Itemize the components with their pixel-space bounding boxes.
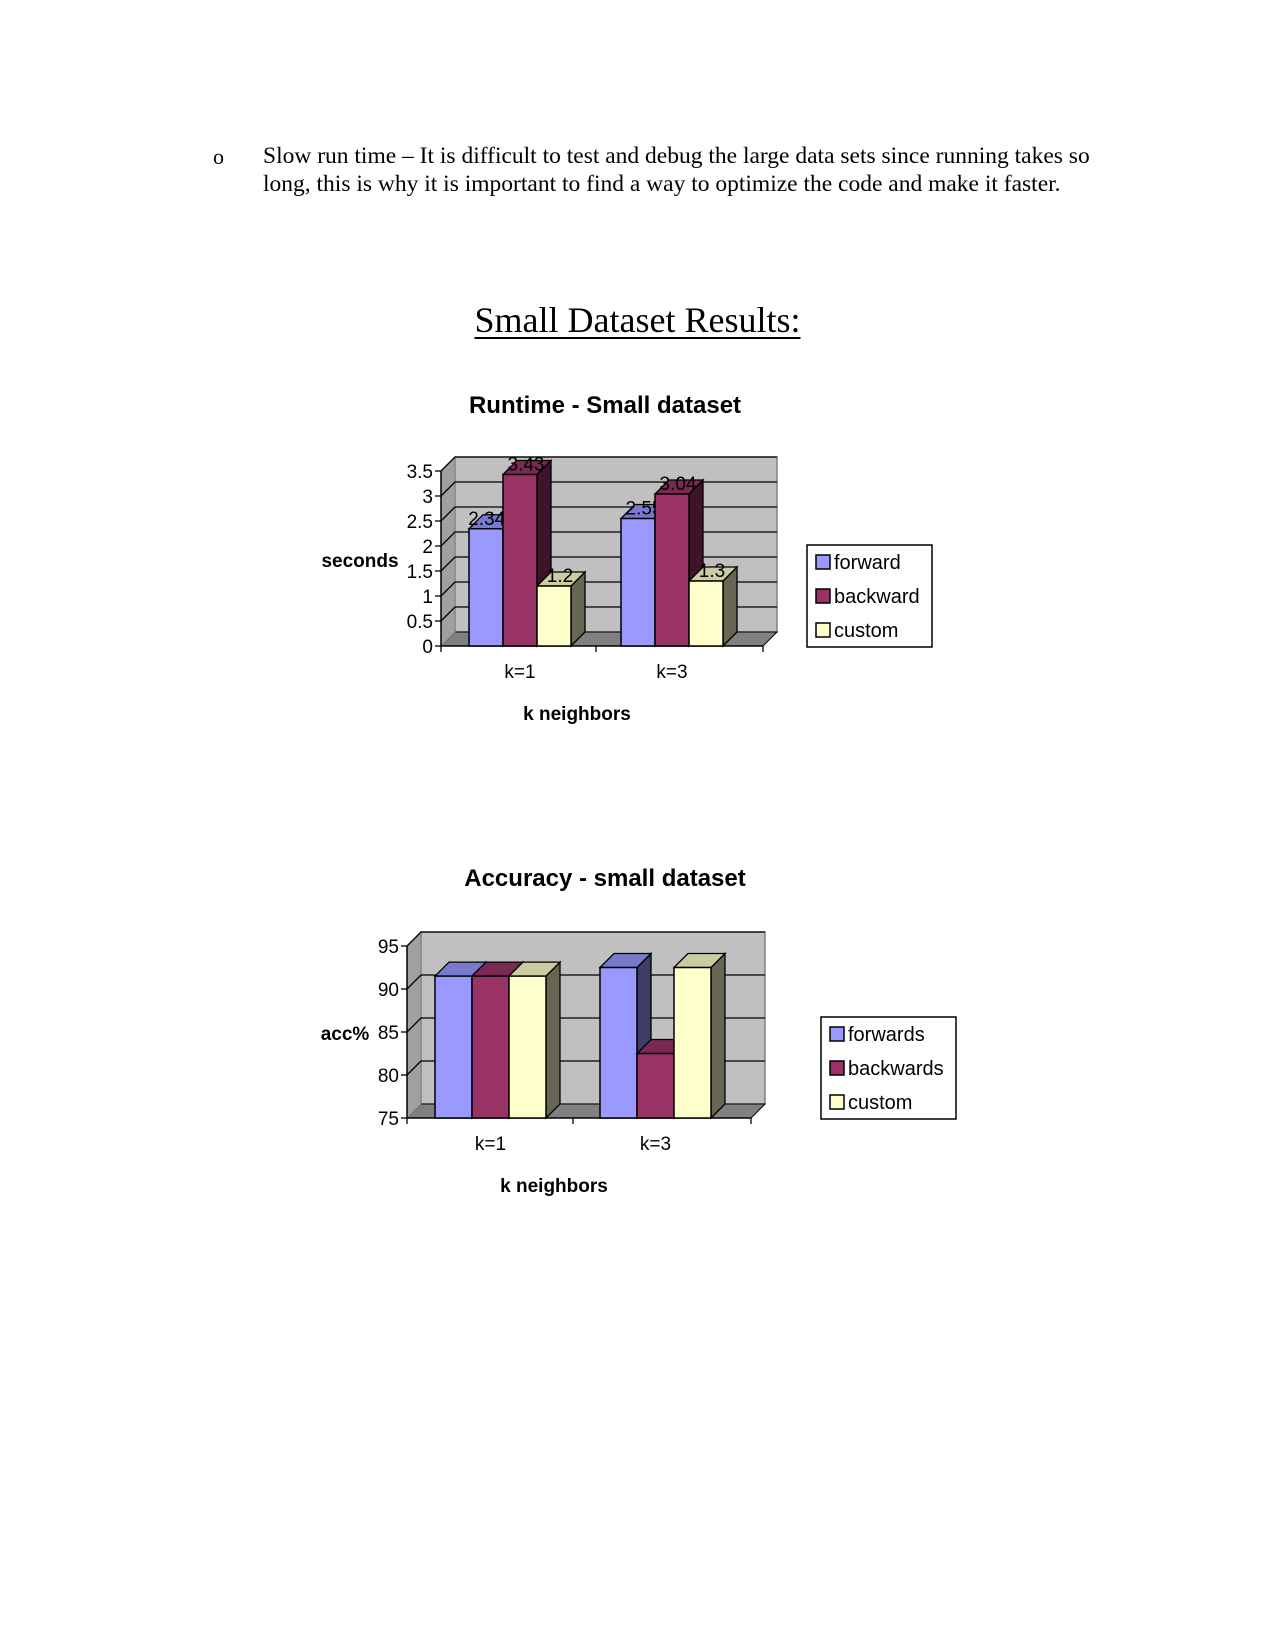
bar-front — [620, 517, 656, 647]
legend-label-backward: backward — [834, 586, 920, 608]
bar-front — [502, 473, 538, 647]
bar-front — [536, 585, 572, 647]
legend-label-custom: custom — [834, 620, 898, 642]
y-tick-label: 3 — [422, 487, 433, 508]
bar-front — [654, 493, 690, 647]
bar-custom-k=1 — [507, 960, 562, 1120]
bar-custom-k=3 — [672, 951, 727, 1120]
x-category-label: k=3 — [640, 1134, 671, 1155]
bar-front — [508, 975, 547, 1119]
bar-front — [688, 580, 724, 647]
bullet-marker: o — [213, 144, 224, 169]
x-axis-label: k neighbors — [523, 704, 631, 725]
bar-custom-k=3 — [687, 565, 739, 648]
x-category-label: k=1 — [475, 1134, 506, 1155]
bar-side — [710, 951, 726, 1120]
y-tick-label: 80 — [378, 1066, 399, 1087]
legend-swatch-backward — [815, 588, 831, 604]
y-tick-label: 2 — [422, 537, 433, 558]
bar-front — [636, 1052, 675, 1119]
y-tick-label: 2.5 — [407, 512, 433, 533]
legend-swatch-custom — [829, 1094, 845, 1110]
legend: forwards backwards custom — [820, 1016, 957, 1120]
section-heading-text: Small Dataset Results: — [474, 300, 801, 340]
legend-swatch-custom — [815, 622, 831, 638]
data-label: 1.3 — [699, 561, 725, 582]
bar-side — [545, 960, 561, 1120]
bar-front — [673, 966, 712, 1119]
y-tick-label: 75 — [378, 1109, 399, 1130]
x-category-label: k=1 — [504, 662, 535, 683]
gridline — [406, 931, 765, 947]
legend-swatch-forward — [815, 554, 831, 570]
y-tick-label: 0.5 — [407, 612, 433, 633]
legend-swatch-backwards — [829, 1060, 845, 1076]
legend-label-custom: custom — [848, 1092, 912, 1114]
y-axis-label: seconds — [321, 551, 398, 572]
gridline — [440, 456, 777, 472]
legend-label-forwards: forwards — [848, 1024, 925, 1046]
y-tick-label: 90 — [378, 980, 399, 1001]
legend-swatch-forwards — [829, 1026, 845, 1042]
x-axis-label: k neighbors — [500, 1176, 608, 1197]
legend-label-backwards: backwards — [848, 1058, 944, 1080]
chart-title: Accuracy - small dataset — [464, 865, 745, 892]
x-category-label: k=3 — [656, 662, 687, 683]
chart-title: Runtime - Small dataset — [469, 392, 741, 419]
legend-label-forward: forward — [834, 552, 901, 574]
y-tick-label: 0 — [422, 637, 433, 658]
data-label: 2.55 — [626, 499, 663, 520]
y-tick-label: 85 — [378, 1023, 399, 1044]
bar-front — [471, 975, 510, 1119]
bullet-paragraph: Slow run time – It is difficult to test … — [263, 143, 1090, 197]
plot-side-wall — [440, 455, 456, 648]
section-heading: Small Dataset Results: — [0, 298, 1275, 342]
data-label: 3.04 — [660, 474, 697, 495]
bar-front — [468, 528, 504, 647]
bar-front — [599, 966, 638, 1119]
legend: forward backward custom — [806, 544, 933, 648]
y-tick-label: 1 — [422, 587, 433, 608]
data-label: 1.2 — [547, 566, 573, 587]
data-label: 3.43 — [508, 455, 545, 476]
bar-custom-k=1 — [535, 570, 587, 648]
accuracy-chart: Accuracy - small dataset 75 80 85 90 95 k=1 k=3… — [321, 865, 957, 1197]
y-tick-label: 1.5 — [407, 562, 433, 583]
bar-backward-k=3 — [653, 478, 705, 648]
y-tick-label: 3.5 — [407, 462, 433, 483]
runtime-chart: Runtime - Small dataset 0 0.5 1 1.5 2 2.5 3 3.5 2… — [321, 392, 933, 725]
y-axis-label: acc% — [321, 1024, 370, 1045]
bar-front — [434, 975, 473, 1119]
y-tick-label: 95 — [378, 937, 399, 958]
